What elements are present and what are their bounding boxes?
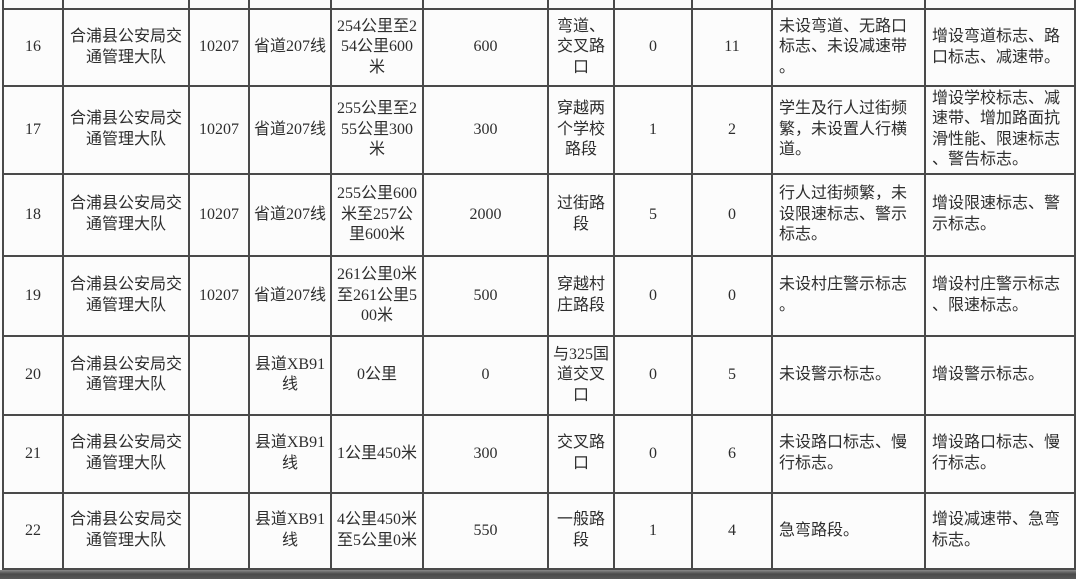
cell-problems: 急弯路段。: [771, 491, 926, 570]
cell-length: 300: [422, 413, 549, 494]
cell-suggestions: 增设限速标志、警示标志。: [924, 172, 1076, 257]
cell-unit: 合浦县公安局交通管理大队: [62, 8, 190, 87]
cell-code: 10207: [188, 85, 250, 175]
cell-seq: 17: [2, 85, 64, 175]
cell-location: 4公里450米至5公里0米: [330, 491, 424, 570]
cell-empty: [547, 0, 615, 10]
cell-unit: 合浦县公安局交通管理大队: [62, 172, 190, 257]
page-edge-shadow: [0, 570, 1076, 579]
cell-section-type: 一般路段: [547, 491, 615, 570]
cell-length: 2000: [422, 172, 549, 257]
cell-location: 0公里: [330, 334, 424, 416]
cell-empty: [422, 0, 549, 10]
cell-road: 省道207线: [248, 172, 332, 257]
table-row-partial: [2, 0, 1076, 10]
table-row: 22 合浦县公安局交通管理大队 县道XB91线 4公里450米至5公里0米 55…: [2, 491, 1076, 570]
cell-seq: 19: [2, 254, 64, 337]
cell-problems: 未设路口标志、慢行标志。: [771, 413, 926, 494]
cell-unit: 合浦县公安局交通管理大队: [62, 254, 190, 337]
cell-unit: 合浦县公安局交通管理大队: [62, 491, 190, 570]
cell-section-type: 穿越村庄路段: [547, 254, 615, 337]
cell-seq: 20: [2, 334, 64, 416]
table-row: 18 合浦县公安局交通管理大队 10207 省道207线 255公里600米至2…: [2, 172, 1076, 257]
table-row: 21 合浦县公安局交通管理大队 县道XB91线 1公里450米 300 交叉路口…: [2, 413, 1076, 494]
cell-empty: [248, 0, 332, 10]
cell-problems: 学生及行人过街频繁，未设置人行横道。: [771, 85, 926, 175]
cell-code: [188, 491, 250, 570]
cell-count-b: 0: [691, 254, 773, 337]
cell-section-type: 弯道、交叉路口: [547, 8, 615, 87]
cell-count-a: 0: [613, 8, 693, 87]
cell-count-a: 0: [613, 413, 693, 494]
cell-problems: 行人过街频繁，未设限速标志、警示标志。: [771, 172, 926, 257]
cell-length: 300: [422, 85, 549, 175]
cell-road: 县道XB91线: [248, 334, 332, 416]
cell-empty: [771, 0, 926, 10]
cell-empty: [330, 0, 424, 10]
cell-code: 10207: [188, 8, 250, 87]
cell-section-type: 过街路段: [547, 172, 615, 257]
table-row: 16 合浦县公安局交通管理大队 10207 省道207线 254公里至254公里…: [2, 8, 1076, 87]
cell-count-b: 11: [691, 8, 773, 87]
cell-road: 省道207线: [248, 85, 332, 175]
cell-code: [188, 413, 250, 494]
table-row: 17 合浦县公安局交通管理大队 10207 省道207线 255公里至255公里…: [2, 85, 1076, 175]
cell-length: 550: [422, 491, 549, 570]
cell-count-b: 2: [691, 85, 773, 175]
cell-section-type: 穿越两个学校路段: [547, 85, 615, 175]
cell-length: 600: [422, 8, 549, 87]
cell-length: 500: [422, 254, 549, 337]
cell-section-type: 与325国道交叉口: [547, 334, 615, 416]
cell-count-b: 4: [691, 491, 773, 570]
cell-count-a: 1: [613, 491, 693, 570]
cell-location: 261公里0米至261公里500米: [330, 254, 424, 337]
cell-code: 10207: [188, 254, 250, 337]
cell-location: 1公里450米: [330, 413, 424, 494]
cell-road: 县道XB91线: [248, 413, 332, 494]
cell-count-b: 5: [691, 334, 773, 416]
cell-count-a: 0: [613, 334, 693, 416]
cell-count-b: 6: [691, 413, 773, 494]
cell-length: 0: [422, 334, 549, 416]
cell-road: 省道207线: [248, 8, 332, 87]
cell-suggestions: 增设警示标志。: [924, 334, 1076, 416]
cell-unit: 合浦县公安局交通管理大队: [62, 85, 190, 175]
table-row: 19 合浦县公安局交通管理大队 10207 省道207线 261公里0米至261…: [2, 254, 1076, 337]
cell-suggestions: 增设路口标志、慢行标志。: [924, 413, 1076, 494]
cell-count-a: 0: [613, 254, 693, 337]
cell-problems: 未设警示标志。: [771, 334, 926, 416]
cell-unit: 合浦县公安局交通管理大队: [62, 413, 190, 494]
cell-road: 省道207线: [248, 254, 332, 337]
cell-code: [188, 334, 250, 416]
cell-count-b: 0: [691, 172, 773, 257]
cell-seq: 16: [2, 8, 64, 87]
cell-count-a: 1: [613, 85, 693, 175]
cell-road: 县道XB91线: [248, 491, 332, 570]
cell-suggestions: 增设减速带、急弯标志。: [924, 491, 1076, 570]
cell-empty: [188, 0, 250, 10]
cell-section-type: 交叉路口: [547, 413, 615, 494]
cell-problems: 未设村庄警示标志。: [771, 254, 926, 337]
cell-problems: 未设弯道、无路口标志、未设减速带。: [771, 8, 926, 87]
table-row: 20 合浦县公安局交通管理大队 县道XB91线 0公里 0 与325国道交叉口 …: [2, 334, 1076, 416]
cell-empty: [62, 0, 190, 10]
cell-unit: 合浦县公安局交通管理大队: [62, 334, 190, 416]
cell-empty: [2, 0, 64, 10]
cell-suggestions: 增设学校标志、减速带、增加路面抗滑性能、限速标志、警告标志。: [924, 85, 1076, 175]
cell-location: 254公里至254公里600米: [330, 8, 424, 87]
cell-suggestions: 增设弯道标志、路口标志、减速带。: [924, 8, 1076, 87]
cell-empty: [691, 0, 773, 10]
cell-location: 255公里至255公里300米: [330, 85, 424, 175]
cell-empty: [924, 0, 1076, 10]
cell-count-a: 5: [613, 172, 693, 257]
cell-suggestions: 增设村庄警示标志、限速标志。: [924, 254, 1076, 337]
cell-code: 10207: [188, 172, 250, 257]
cell-seq: 21: [2, 413, 64, 494]
cell-empty: [613, 0, 693, 10]
cell-location: 255公里600米至257公里600米: [330, 172, 424, 257]
cell-seq: 18: [2, 172, 64, 257]
cell-seq: 22: [2, 491, 64, 570]
